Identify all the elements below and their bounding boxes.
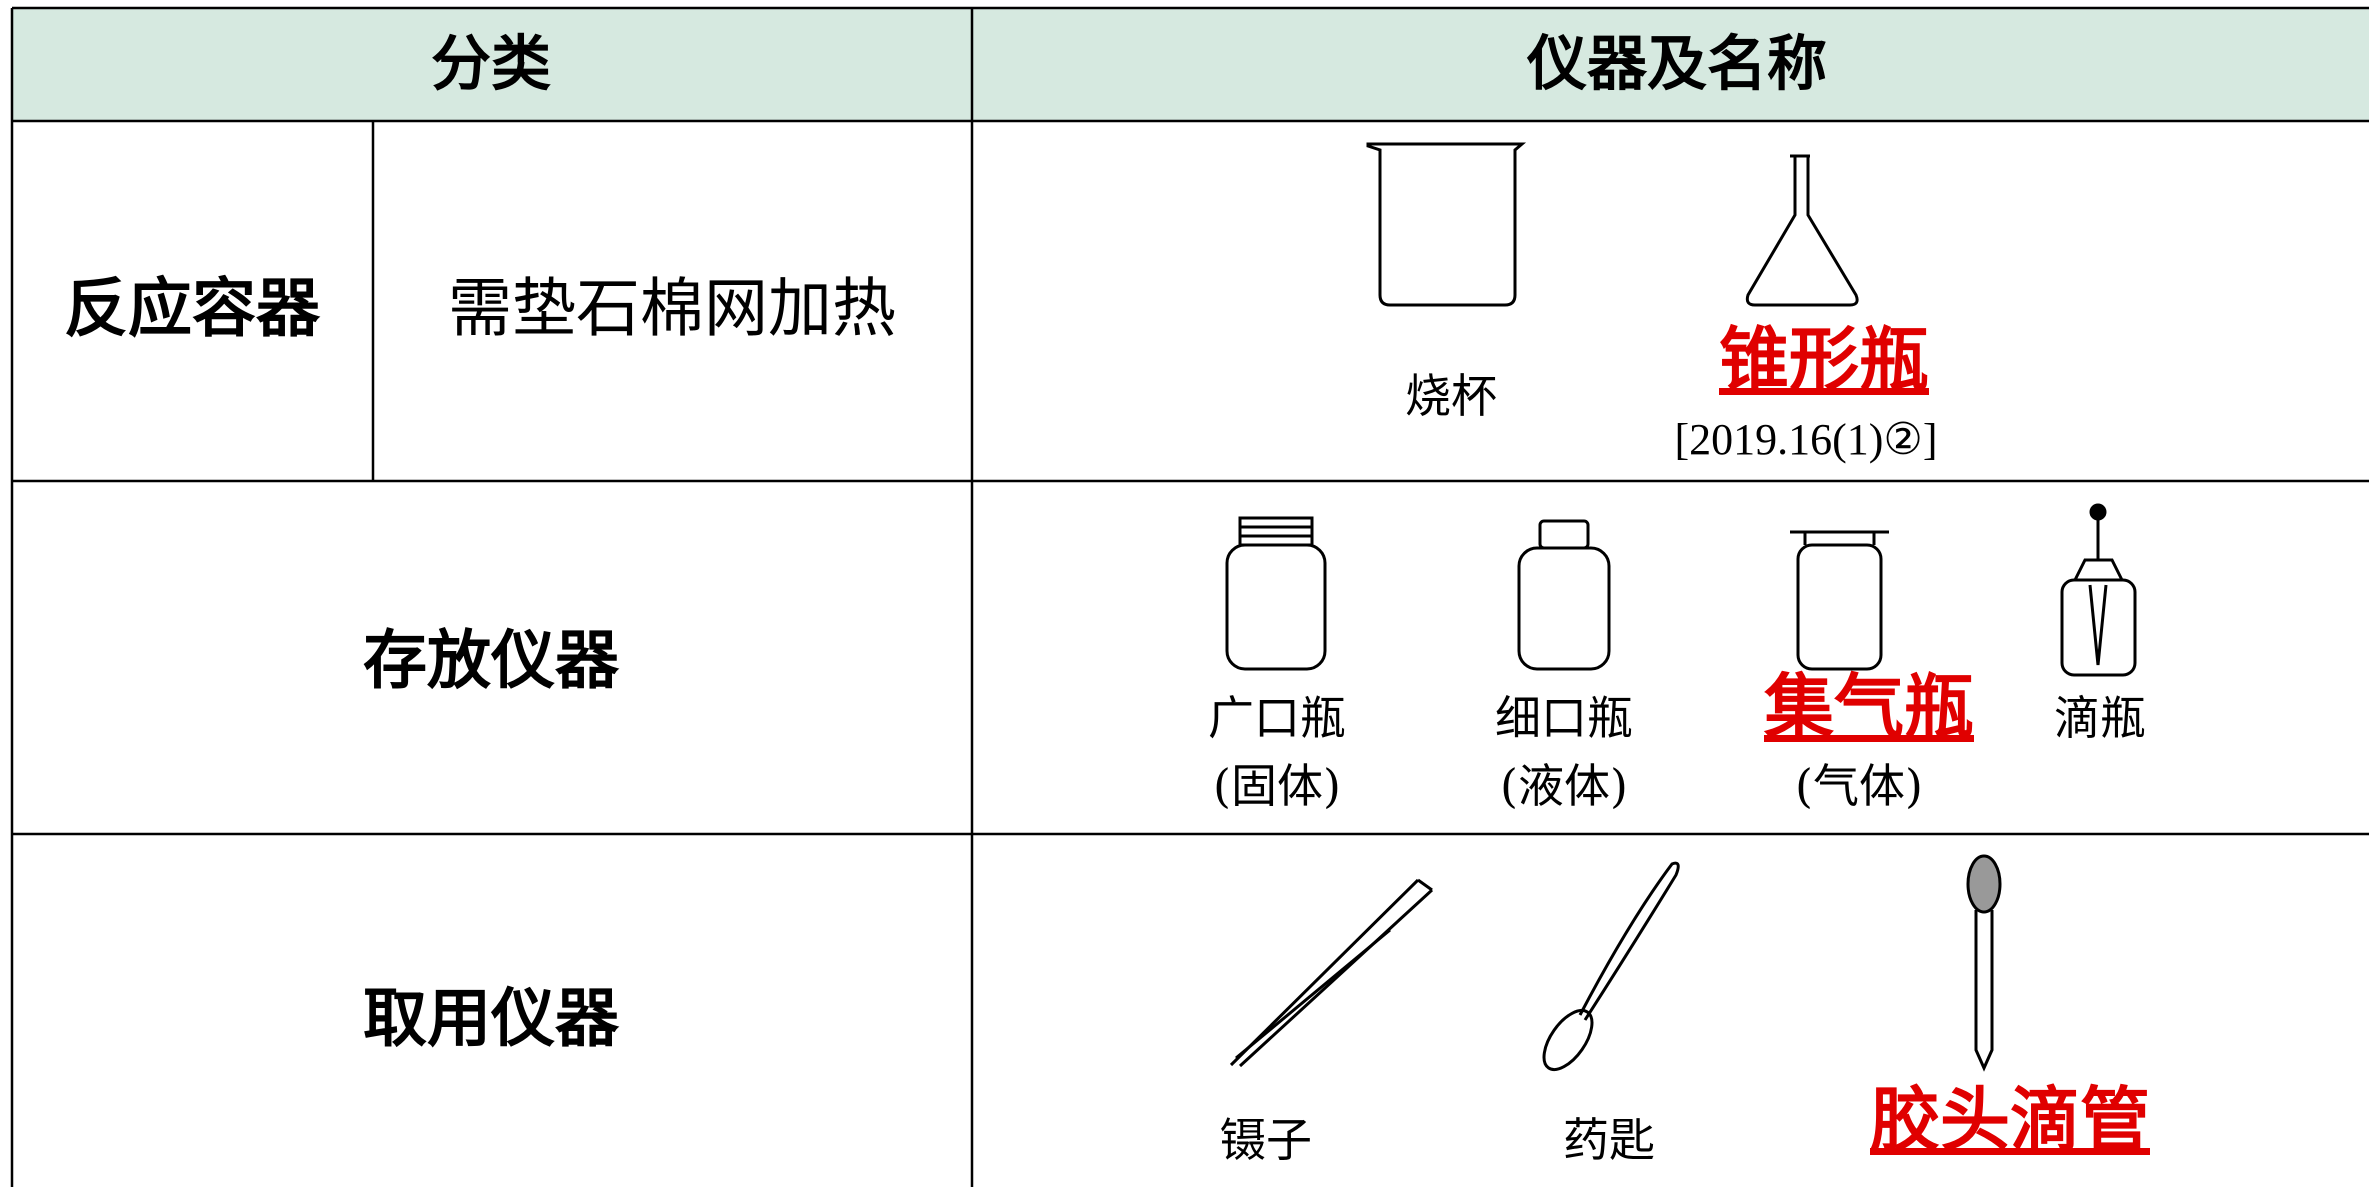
instrument-name: 集气瓶 (1763, 665, 1974, 748)
instrument-icons (1225, 142, 2137, 1072)
category: 存放仪器 (363, 625, 620, 699)
instrument-name: 烧杯 (1405, 369, 1497, 423)
header-cell: 分类 (431, 30, 551, 100)
instrument-name: 胶头滴管 (1870, 1078, 2150, 1161)
instrument-note: (液体) (1500, 759, 1628, 813)
table-grid (10, 6, 2369, 1187)
header-bg (12, 8, 2369, 121)
instrument-name: 药匙 (1563, 1113, 1655, 1167)
instrument-note: (气体) (1795, 759, 1923, 813)
instrument-name: 细口瓶 (1495, 691, 1633, 745)
instrument-name: 镊子 (1220, 1113, 1312, 1167)
header-cell: 仪器及名称 (1526, 30, 1827, 100)
instrument-name: 广口瓶 (1208, 691, 1346, 745)
category: 反应容器 (64, 273, 321, 347)
instrument-note: [2019.16(1)②] (1674, 415, 1937, 464)
instrument-name: 滴瓶 (2054, 691, 2146, 745)
instrument-name: 锥形瓶 (1719, 318, 1929, 401)
category: 取用仪器 (363, 983, 620, 1057)
instrument-note: (固体) (1213, 759, 1341, 813)
subcategory: 需垫石棉网加热 (448, 273, 896, 347)
